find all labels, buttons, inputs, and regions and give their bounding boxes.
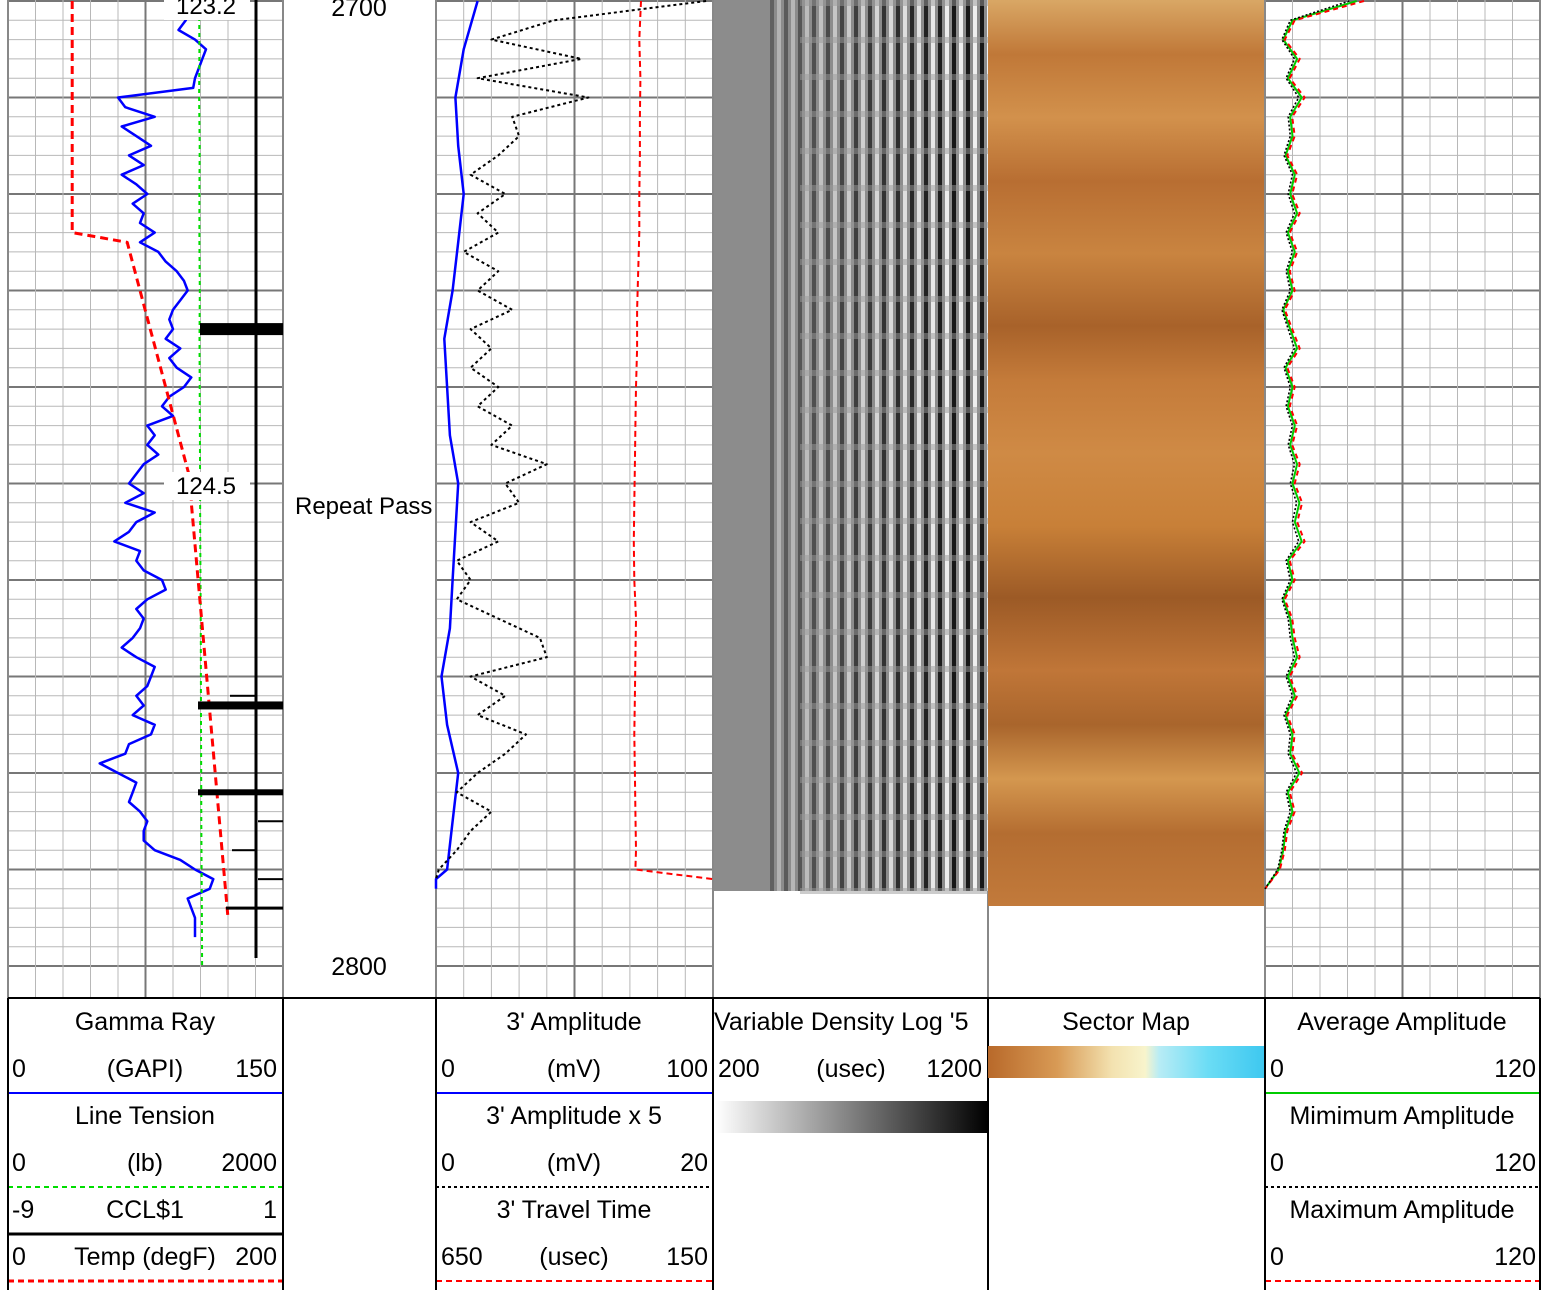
line-tension-title: Line Tension bbox=[75, 1102, 215, 1130]
vdl-title: 5' Variable Density Log bbox=[714, 1008, 969, 1036]
repeat-pass-annotation: Repeat Pass bbox=[295, 493, 432, 520]
line-tension-min: 0 bbox=[12, 1149, 26, 1177]
min-amp-min: 0 bbox=[1270, 1149, 1284, 1177]
gamma-ray-unit: (GAPI) bbox=[106, 1055, 184, 1083]
header-borders bbox=[7, 997, 1541, 1290]
vdl-max: 1200 bbox=[926, 1055, 982, 1083]
ccl-title: CCL$1 bbox=[106, 1196, 184, 1224]
temp-min: 0 bbox=[12, 1243, 26, 1271]
min-amp-max: 120 bbox=[1494, 1149, 1536, 1177]
avg-amp-max: 120 bbox=[1494, 1055, 1536, 1083]
sector-title: Sector Map bbox=[1062, 1008, 1190, 1036]
temp-title: Temp (degF) bbox=[74, 1243, 216, 1271]
line-tension-unit: (lb) bbox=[126, 1149, 164, 1177]
gamma-ray-title: Gamma Ray bbox=[74, 1008, 216, 1036]
vdl-min: 200 bbox=[718, 1055, 760, 1083]
curve-3-amplitude bbox=[434, 0, 479, 889]
ccl-max: 1 bbox=[263, 1196, 277, 1224]
sector-map-image bbox=[988, 0, 1264, 906]
temp-max: 200 bbox=[235, 1243, 277, 1271]
avg-amp-title: Average Amplitude bbox=[1297, 1008, 1507, 1036]
amp3-max: 100 bbox=[666, 1055, 708, 1083]
curve-ccl bbox=[198, 0, 283, 958]
variable-density-log-image bbox=[714, 0, 991, 894]
line-tension-max: 2000 bbox=[221, 1149, 277, 1177]
vdl-gray-scale bbox=[716, 1101, 988, 1133]
curve-3-travel-time bbox=[632, 0, 714, 881]
curve-maximum-amplitude bbox=[1264, 0, 1365, 890]
temp-marker-1245: 124.5 bbox=[176, 473, 236, 500]
amp3x5-title: 3' Amplitude x 5 bbox=[486, 1102, 662, 1130]
amp3x5-max: 20 bbox=[680, 1149, 708, 1177]
curve-temp-degf- bbox=[70, 1, 230, 918]
amp3-min: 0 bbox=[441, 1055, 455, 1083]
amp3-title: 3' Amplitude bbox=[506, 1008, 642, 1036]
curve-minimum-amplitude bbox=[1264, 0, 1350, 890]
depth-label-2700: 2700 bbox=[331, 0, 387, 22]
min-amp-title: Mimimum Amplitude bbox=[1289, 1102, 1515, 1130]
amp3x5-min: 0 bbox=[441, 1149, 455, 1177]
ccl-min: -9 bbox=[12, 1196, 35, 1224]
amp3x5-unit: (mV) bbox=[546, 1149, 602, 1177]
curve-gamma-ray bbox=[98, 0, 215, 938]
sector-color-scale bbox=[988, 1046, 1264, 1078]
log-curves bbox=[70, 0, 1365, 967]
avg-amp-min: 0 bbox=[1270, 1055, 1284, 1083]
max-amp-title: Maximum Amplitude bbox=[1289, 1196, 1515, 1224]
gamma-ray-min: 0 bbox=[12, 1055, 26, 1083]
tt3-title: 3' Travel Time bbox=[496, 1196, 652, 1224]
tt3-unit: (usec) bbox=[539, 1243, 609, 1271]
max-amp-min: 0 bbox=[1270, 1243, 1284, 1271]
tt3-max: 150 bbox=[666, 1243, 708, 1271]
max-amp-max: 120 bbox=[1494, 1243, 1536, 1271]
depth-label-2800: 2800 bbox=[331, 953, 387, 981]
temp-marker-1232: 123.2 bbox=[176, 0, 236, 20]
curve-3-amplitude-x-5 bbox=[435, 0, 707, 880]
vdl-unit: (usec) bbox=[816, 1055, 886, 1083]
gamma-ray-max: 150 bbox=[235, 1055, 277, 1083]
curve-average-amplitude bbox=[1264, 0, 1357, 890]
tt3-min: 650 bbox=[441, 1243, 483, 1271]
amp3-unit: (mV) bbox=[546, 1055, 602, 1083]
